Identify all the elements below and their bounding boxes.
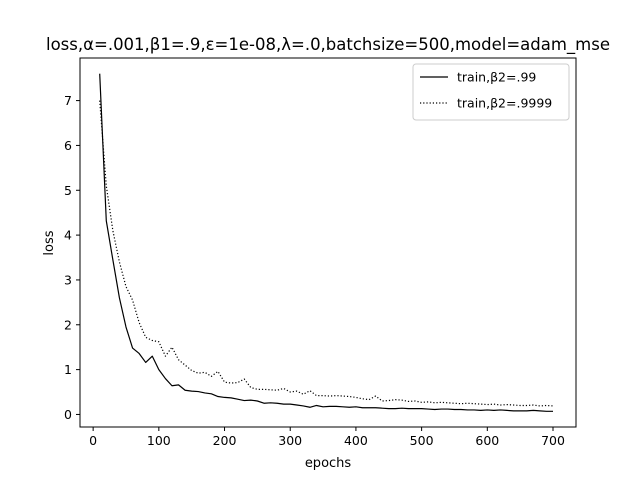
- y-axis-label: loss: [42, 230, 57, 255]
- y-tick-label: 0: [64, 407, 72, 422]
- x-tick-label: 500: [410, 433, 434, 448]
- x-tick-label: 200: [213, 433, 237, 448]
- legend: train,β2=.99 train,β2=.9999: [412, 63, 570, 121]
- axes-frame: [79, 57, 577, 428]
- series-line-2: [99, 100, 554, 407]
- x-tick-label: 0: [89, 433, 97, 448]
- legend-frame: [412, 63, 570, 121]
- y-tick-label: 1: [64, 362, 72, 377]
- x-tick-label: 400: [344, 433, 368, 448]
- y-tick-label: 6: [64, 138, 72, 153]
- series-line-1: [99, 73, 554, 412]
- y-tick-label: 4: [64, 228, 72, 243]
- x-tick-label: 600: [475, 433, 499, 448]
- plot-area: 0 100 200 300 400 500 600 700 0 1 2 3 4 5 6 7: [64, 57, 577, 448]
- y-tick-label: 7: [64, 93, 72, 108]
- chart-title: loss,α=.001,β1=.9,ε=1e-08,λ=.0,batchsize…: [46, 35, 610, 55]
- x-tick-label: 300: [278, 433, 302, 448]
- x-axis-label: epochs: [305, 456, 352, 471]
- x-tick-label: 700: [541, 433, 565, 448]
- legend-label-series-1: train,β2=.99: [457, 70, 536, 85]
- y-tick-label: 3: [64, 272, 72, 287]
- x-tick-label: 100: [147, 433, 171, 448]
- y-tick-label: 5: [64, 183, 72, 198]
- y-tick-label: 2: [64, 317, 72, 332]
- legend-label-series-2: train,β2=.9999: [457, 96, 552, 111]
